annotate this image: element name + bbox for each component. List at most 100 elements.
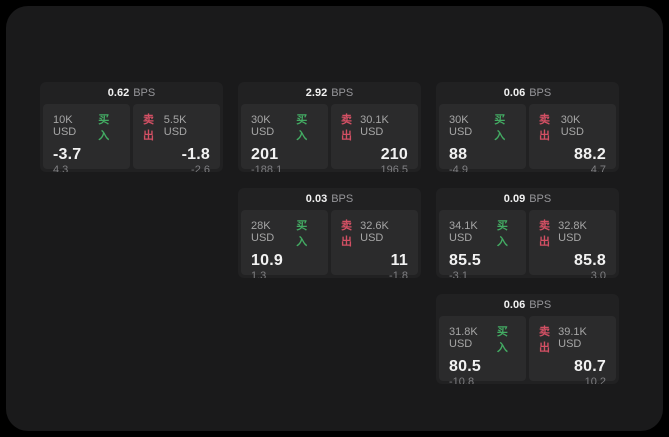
sell-value: 88.2 (574, 146, 606, 163)
buy-panel[interactable]: 28K USD 买入 10.9 1.3 (241, 210, 328, 278)
buy-size: 34.1K USD (449, 220, 478, 244)
buy-value: 201 (251, 146, 279, 163)
bps-value: 0.09 (503, 193, 526, 205)
card-body: 10K USD 买入 -3.7 4.3 卖出 5.5K USD -1.8 -2.… (40, 104, 223, 172)
sell-size: 39.1K USD (558, 326, 587, 350)
card-header: 0.06 BPS (436, 294, 619, 316)
sell-sub-value: 196.5 (380, 164, 408, 172)
card-body: 31.8K USD 买入 80.5 -10.8 卖出 39.1K USD 80.… (436, 316, 619, 384)
buy-panel-header: 10K USD 买入 (53, 111, 120, 143)
buy-panel[interactable]: 31.8K USD 买入 80.5 -10.8 (439, 316, 526, 384)
sell-size: 32.6K USD (360, 220, 389, 244)
buy-panel[interactable]: 10K USD 买入 -3.7 4.3 (43, 104, 130, 172)
app-window: 0.62 BPS 10K USD 买入 -3.7 4.3 卖出 5.5K USD (6, 6, 663, 431)
card-body: 34.1K USD 买入 85.5 -3.1 卖出 32.8K USD 85.8… (436, 210, 619, 278)
buy-sub-value: 1.3 (251, 270, 267, 278)
sell-sub-value: -2.6 (191, 164, 210, 172)
quote-card: 0.06 BPS 31.8K USD 买入 80.5 -10.8 卖出 39.1K… (436, 294, 619, 384)
sell-value: 85.8 (574, 252, 606, 269)
sell-panel[interactable]: 卖出 39.1K USD 80.7 10.2 (529, 316, 616, 384)
sell-side-label: 卖出 (341, 114, 352, 142)
buy-value: 10.9 (251, 252, 283, 269)
buy-panel[interactable]: 30K USD 买入 88 -4.9 (439, 104, 526, 172)
sell-panel[interactable]: 卖出 30.1K USD 210 196.5 (331, 104, 418, 172)
sell-panel-header: 卖出 39.1K USD (539, 323, 606, 355)
sell-value: 80.7 (574, 358, 606, 375)
buy-side-label: 买入 (494, 114, 506, 142)
buy-size: 30K USD (251, 114, 275, 138)
quote-card: 0.09 BPS 34.1K USD 买入 85.5 -3.1 卖出 32.8K … (436, 188, 619, 278)
sell-side-label: 卖出 (143, 114, 154, 142)
sell-panel-header: 卖出 32.6K USD (341, 217, 408, 249)
buy-size: 10K USD (53, 114, 77, 138)
buy-size: 30K USD (449, 114, 473, 138)
sell-sub-value: 10.2 (584, 376, 606, 384)
sell-panel[interactable]: 卖出 30K USD 88.2 4.7 (529, 104, 616, 172)
bps-unit-label: BPS (331, 193, 354, 205)
quote-card: 0.03 BPS 28K USD 买入 10.9 1.3 卖出 32.6K USD (238, 188, 421, 278)
buy-size: 31.8K USD (449, 326, 478, 350)
sell-side-label: 卖出 (539, 114, 550, 142)
quote-card: 0.06 BPS 30K USD 买入 88 -4.9 卖出 30K USD (436, 82, 619, 172)
sell-panel[interactable]: 卖出 5.5K USD -1.8 -2.6 (133, 104, 220, 172)
card-body: 28K USD 买入 10.9 1.3 卖出 32.6K USD 11 -1.8 (238, 210, 421, 278)
sell-side-label: 卖出 (341, 220, 352, 248)
buy-panel-header: 34.1K USD 买入 (449, 217, 516, 249)
sell-panel[interactable]: 卖出 32.6K USD 11 -1.8 (331, 210, 418, 278)
buy-panel-header: 30K USD 买入 (251, 111, 318, 143)
buy-sub-value: 4.3 (53, 164, 69, 172)
bps-value: 0.06 (503, 299, 526, 311)
bps-value: 0.06 (503, 87, 526, 99)
sell-size: 32.8K USD (558, 220, 587, 244)
sell-sub-value: 4.7 (590, 164, 606, 172)
sell-panel[interactable]: 卖出 32.8K USD 85.8 3.0 (529, 210, 616, 278)
sell-panel-header: 卖出 30K USD (539, 111, 606, 143)
sell-sub-value: 3.0 (590, 270, 606, 278)
bps-value: 0.03 (305, 193, 328, 205)
quote-card: 0.62 BPS 10K USD 买入 -3.7 4.3 卖出 5.5K USD (40, 82, 223, 172)
sell-size: 5.5K USD (163, 114, 188, 138)
buy-value: 80.5 (449, 358, 481, 375)
bps-unit-label: BPS (529, 87, 552, 99)
buy-sub-value: -188.1 (251, 164, 283, 172)
sell-size: 30.1K USD (360, 114, 389, 138)
sell-value: -1.8 (181, 146, 210, 163)
sell-panel-header: 卖出 5.5K USD (143, 111, 210, 143)
sell-side-label: 卖出 (539, 220, 550, 248)
card-header: 2.92 BPS (238, 82, 421, 104)
sell-side-label: 卖出 (539, 326, 550, 354)
buy-side-label: 买入 (496, 326, 508, 354)
card-header: 0.03 BPS (238, 188, 421, 210)
sell-value: 11 (390, 252, 408, 269)
bps-unit-label: BPS (529, 193, 552, 205)
sell-value: 210 (380, 146, 408, 163)
buy-side-label: 买入 (296, 114, 308, 142)
sell-panel-header: 卖出 30.1K USD (341, 111, 408, 143)
buy-panel-header: 28K USD 买入 (251, 217, 318, 249)
buy-sub-value: -3.1 (449, 270, 468, 278)
buy-panel-header: 30K USD 买入 (449, 111, 516, 143)
sell-sub-value: -1.8 (389, 270, 408, 278)
card-header: 0.09 BPS (436, 188, 619, 210)
buy-side-label: 买入 (496, 220, 508, 248)
quote-card: 2.92 BPS 30K USD 买入 201 -188.1 卖出 30.1K U… (238, 82, 421, 172)
buy-panel[interactable]: 34.1K USD 买入 85.5 -3.1 (439, 210, 526, 278)
buy-side-label: 买入 (98, 114, 110, 142)
sell-panel-header: 卖出 32.8K USD (539, 217, 606, 249)
bps-value: 2.92 (305, 87, 328, 99)
buy-value: 88 (449, 146, 468, 163)
bps-unit-label: BPS (331, 87, 354, 99)
card-header: 0.06 BPS (436, 82, 619, 104)
bps-unit-label: BPS (133, 87, 156, 99)
buy-sub-value: -4.9 (449, 164, 468, 172)
buy-panel[interactable]: 30K USD 买入 201 -188.1 (241, 104, 328, 172)
card-body: 30K USD 买入 88 -4.9 卖出 30K USD 88.2 4.7 (436, 104, 619, 172)
buy-value: 85.5 (449, 252, 481, 269)
sell-size: 30K USD (560, 114, 584, 138)
buy-value: -3.7 (53, 146, 82, 163)
bps-value: 0.62 (107, 87, 130, 99)
quotes-grid: 0.62 BPS 10K USD 买入 -3.7 4.3 卖出 5.5K USD (40, 82, 619, 384)
buy-size: 28K USD (251, 220, 275, 244)
bps-unit-label: BPS (529, 299, 552, 311)
buy-panel-header: 31.8K USD 买入 (449, 323, 516, 355)
